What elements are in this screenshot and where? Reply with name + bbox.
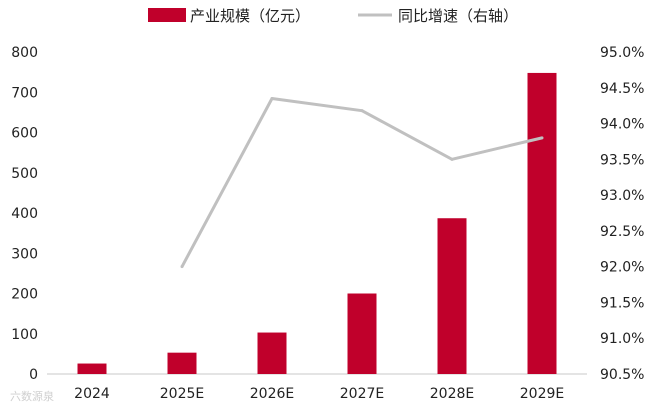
- line-point: [540, 136, 544, 140]
- y-left-tick-label: 200: [11, 287, 38, 303]
- y-right-tick-label: 94.0%: [600, 117, 644, 133]
- line-point: [270, 97, 274, 101]
- bar: [527, 72, 557, 375]
- y-right-tick-label: 92.0%: [600, 260, 644, 276]
- y-right-tick-label: 93.5%: [600, 152, 644, 168]
- y-left-tick-label: 0: [29, 367, 38, 383]
- line-point: [450, 157, 454, 161]
- y-axis-right: 90.5% 91.0% 91.5% 92.0% 92.5% 93.0% 93.5% 94.0%…: [600, 45, 644, 383]
- bar-series: [77, 72, 557, 375]
- y-left-tick-label: 500: [11, 166, 38, 182]
- legend-swatch-bar: [148, 8, 186, 22]
- legend-label-line: 同比增速（右轴）: [398, 7, 518, 25]
- y-right-tick-label: 92.5%: [600, 224, 644, 240]
- y-left-tick-label: 400: [11, 206, 38, 222]
- y-right-tick-label: 90.5%: [600, 367, 644, 383]
- x-tick-label: 2029E: [520, 386, 564, 402]
- y-right-tick-label: 91.5%: [600, 295, 644, 311]
- bar: [167, 352, 197, 374]
- line-point: [360, 109, 364, 113]
- y-left-tick-label: 100: [11, 327, 38, 343]
- watermark: 六数源泉: [10, 389, 54, 403]
- y-left-tick-label: 600: [11, 126, 38, 142]
- x-tick-label: 2027E: [340, 386, 384, 402]
- line-series: [180, 97, 544, 269]
- bar: [347, 293, 377, 374]
- x-tick-label: 2024: [74, 386, 110, 402]
- bar: [77, 363, 107, 374]
- y-left-tick-label: 300: [11, 246, 38, 262]
- x-tick-label: 2026E: [250, 386, 294, 402]
- y-right-tick-label: 95.0%: [600, 45, 644, 61]
- x-axis: 2024 2025E 2026E 2027E 2028E 2029E: [74, 386, 564, 402]
- y-right-tick-label: 91.0%: [600, 331, 644, 347]
- y-axis-left: 0 100 200 300 400 500 600 700 800: [11, 45, 38, 383]
- bar: [437, 218, 467, 374]
- line-point: [180, 265, 184, 269]
- y-right-tick-label: 93.0%: [600, 188, 644, 204]
- legend-label-bar: 产业规模（亿元）: [190, 7, 310, 25]
- x-tick-label: 2028E: [430, 386, 474, 402]
- y-right-tick-label: 94.5%: [600, 81, 644, 97]
- y-left-tick-label: 700: [11, 85, 38, 101]
- x-tick-label: 2025E: [160, 386, 204, 402]
- bar: [257, 332, 287, 374]
- legend: 产业规模（亿元） 同比增速（右轴）: [148, 7, 518, 25]
- y-left-tick-label: 800: [11, 45, 38, 61]
- growth-line: [180, 97, 543, 268]
